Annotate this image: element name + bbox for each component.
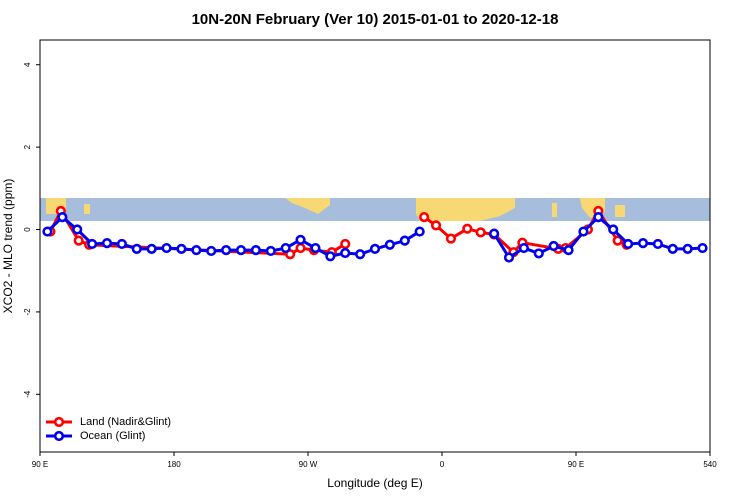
point xyxy=(57,212,68,223)
point xyxy=(682,243,693,254)
point xyxy=(548,240,559,252)
chart-title: 10N-20N February (Ver 10) 2015-01-01 to … xyxy=(192,11,559,28)
y-tick-label: 4 xyxy=(23,62,32,67)
point xyxy=(340,247,351,259)
point xyxy=(42,226,53,237)
point xyxy=(131,243,142,254)
point xyxy=(250,245,261,256)
point xyxy=(235,245,247,256)
point xyxy=(295,234,306,245)
point xyxy=(384,239,395,250)
y-tick-label: -4 xyxy=(23,390,32,398)
x-axis-label: Longitude (deg E) xyxy=(327,476,422,490)
y-tick-label: 0 xyxy=(23,227,32,232)
plot-frame xyxy=(39,39,711,453)
point xyxy=(176,243,187,254)
y-tick-label: 2 xyxy=(23,144,32,149)
point xyxy=(533,248,544,259)
point xyxy=(295,242,306,254)
x-tick-label: 0 xyxy=(440,460,445,469)
point xyxy=(161,242,172,254)
point xyxy=(72,224,83,235)
map-land xyxy=(552,203,557,217)
y-axis-label: XCO2 - MLO trend (ppm) xyxy=(1,179,15,314)
point xyxy=(265,245,276,257)
point xyxy=(101,238,113,249)
point xyxy=(116,238,127,250)
point xyxy=(697,242,708,254)
point xyxy=(667,243,678,254)
point xyxy=(612,235,623,246)
point xyxy=(593,212,604,223)
point xyxy=(462,223,473,234)
x-tick-label: 90 E xyxy=(32,460,48,469)
point xyxy=(489,228,500,239)
point xyxy=(221,245,232,256)
point xyxy=(325,251,336,262)
point xyxy=(430,220,442,231)
x-tick-label: 90 W xyxy=(299,460,318,469)
point xyxy=(340,238,351,250)
point xyxy=(206,245,217,257)
point xyxy=(369,243,381,254)
point xyxy=(310,242,321,254)
point xyxy=(623,238,634,250)
point xyxy=(608,224,619,235)
map-land xyxy=(285,198,330,214)
point xyxy=(146,243,157,254)
point xyxy=(652,238,663,250)
y-tick-label: -2 xyxy=(23,308,32,316)
point xyxy=(191,245,202,256)
map-land xyxy=(84,204,90,214)
point xyxy=(475,227,486,238)
point xyxy=(355,249,366,260)
point xyxy=(445,233,457,244)
map-strip xyxy=(40,198,710,221)
point xyxy=(414,226,425,237)
map-land xyxy=(416,198,515,221)
x-tick-label: 90 E xyxy=(568,460,584,469)
legend-label: Ocean (Glint) xyxy=(80,430,145,442)
legend-label: Land (Nadir&Glint) xyxy=(80,416,171,428)
point xyxy=(419,212,430,223)
x-tick-label: 540 xyxy=(703,460,717,469)
point xyxy=(280,242,291,254)
point xyxy=(563,245,574,256)
point xyxy=(503,252,515,263)
point xyxy=(578,226,589,237)
x-tick-label: 180 xyxy=(167,460,181,469)
point xyxy=(87,238,98,250)
point xyxy=(399,235,410,246)
point xyxy=(73,235,84,246)
point xyxy=(637,238,649,249)
point xyxy=(518,242,529,254)
legend-marker xyxy=(53,416,65,428)
map-ocean xyxy=(40,198,710,221)
legend-marker xyxy=(53,430,65,442)
map-land xyxy=(615,205,625,217)
